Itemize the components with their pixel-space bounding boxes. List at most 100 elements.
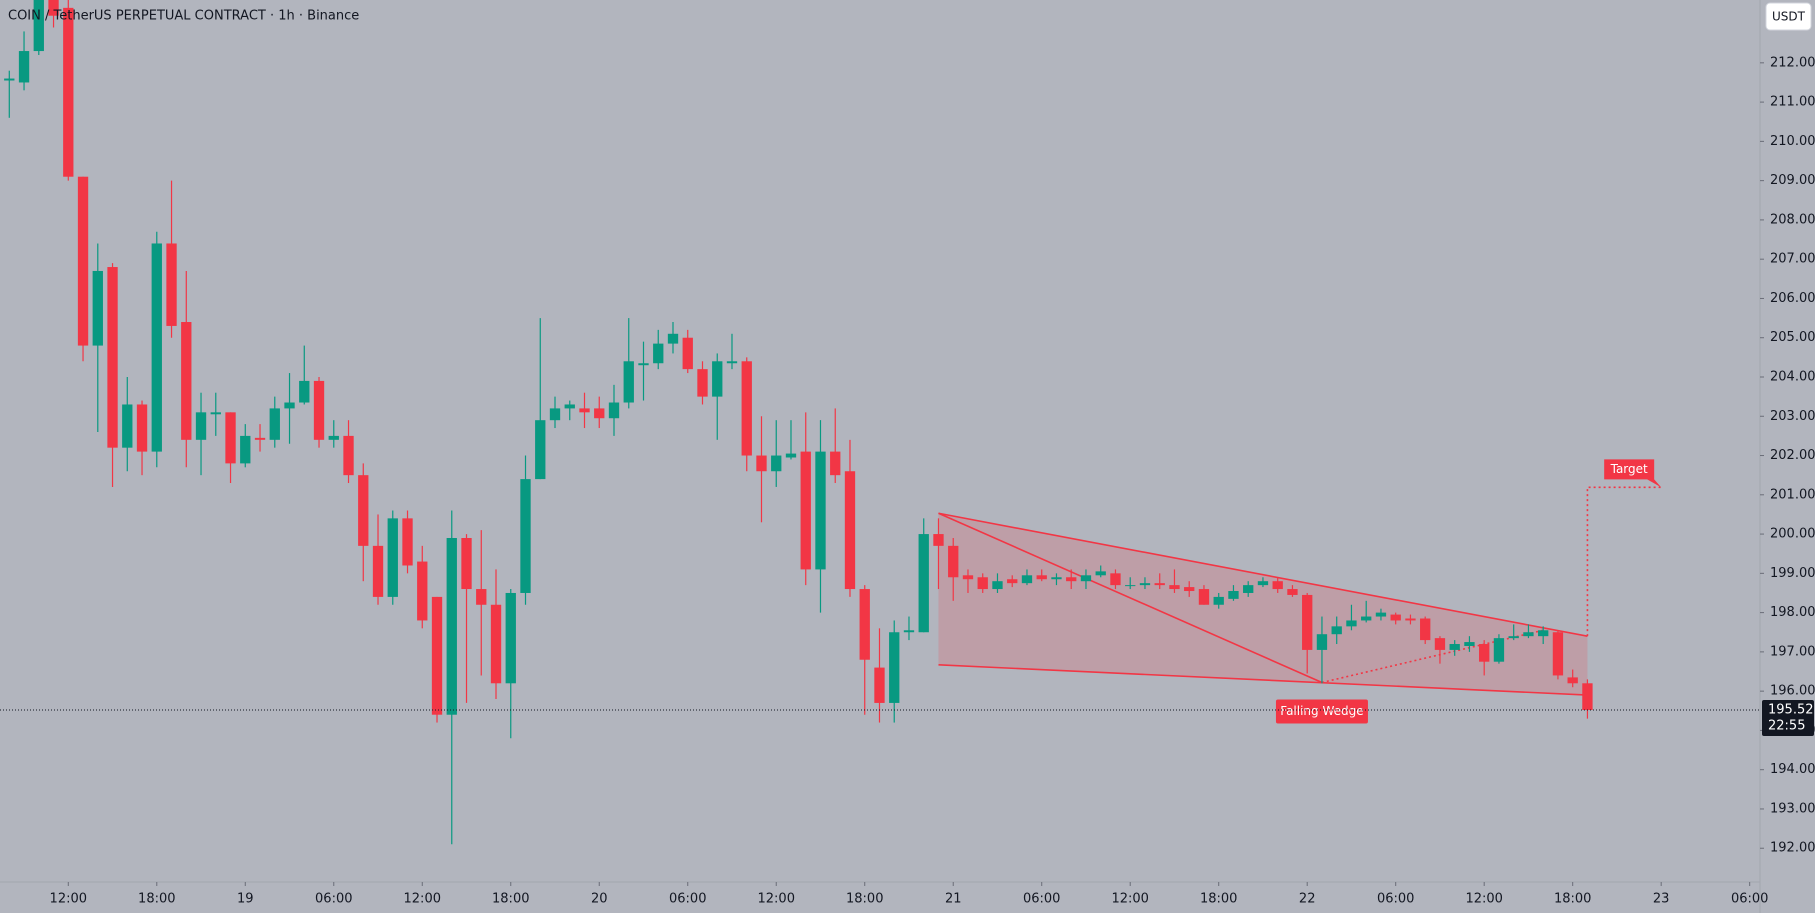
y-tick-label: 198.00 xyxy=(1770,605,1815,620)
candle-body xyxy=(33,0,44,52)
candle-body xyxy=(1375,612,1387,617)
y-tick-label: 201.00 xyxy=(1770,487,1815,502)
x-tick-label: 18:00 xyxy=(1200,892,1237,907)
candle-body xyxy=(992,581,1003,590)
x-tick-label: 12:00 xyxy=(404,892,441,907)
x-tick-label: 12:00 xyxy=(50,892,87,907)
candle-body xyxy=(1316,634,1328,650)
y-tick-label: 208.00 xyxy=(1770,212,1815,227)
candle-body xyxy=(4,78,15,81)
x-tick-label: 06:00 xyxy=(315,892,352,907)
candle-body xyxy=(1405,618,1416,621)
candle-body xyxy=(225,412,236,464)
candle-body xyxy=(476,589,487,605)
candle-body xyxy=(284,402,295,409)
candle-body xyxy=(830,451,841,476)
x-tick-label: 06:00 xyxy=(1023,892,1060,907)
candle-body xyxy=(653,343,664,364)
x-tick-label: 06:00 xyxy=(1377,892,1414,907)
x-tick-label: 06:00 xyxy=(669,892,706,907)
candle-body xyxy=(1228,591,1239,599)
candle-body xyxy=(1346,620,1357,627)
candle-body xyxy=(903,630,915,633)
candle-body xyxy=(682,337,693,370)
candle-body xyxy=(151,243,162,452)
candle-body xyxy=(269,408,280,440)
x-tick-label: 22 xyxy=(1299,892,1316,907)
candle-body xyxy=(1390,614,1401,621)
candle-body xyxy=(122,404,133,448)
candle-body xyxy=(623,361,634,403)
candle-body xyxy=(107,267,118,448)
x-tick-label: 18:00 xyxy=(1554,892,1591,907)
y-tick-label: 197.00 xyxy=(1770,644,1815,659)
candle-body xyxy=(815,451,826,570)
candle-body xyxy=(313,380,325,440)
chart-title: COIN / TetherUS PERPETUAL CONTRACT · 1h … xyxy=(8,9,359,24)
candle-body xyxy=(328,435,339,440)
y-tick-label: 210.00 xyxy=(1770,134,1815,149)
candle-body xyxy=(520,479,531,593)
target-label: Target xyxy=(1604,459,1662,488)
candle-body xyxy=(92,270,103,346)
candle-body xyxy=(549,408,561,421)
candle-body xyxy=(579,408,590,413)
candle-body xyxy=(1567,677,1578,684)
candle-body xyxy=(726,361,738,364)
candle-body xyxy=(343,435,354,476)
candle-body xyxy=(1051,577,1062,580)
candle-body xyxy=(1538,630,1549,637)
x-tick-label: 12:00 xyxy=(758,892,795,907)
candle-body xyxy=(461,537,472,590)
x-tick-label: 21 xyxy=(945,892,962,907)
candle-body xyxy=(1272,581,1283,590)
button-label[interactable]: USDT xyxy=(1772,10,1806,24)
y-tick-label: 192.00 xyxy=(1770,841,1815,856)
candle-body xyxy=(1213,596,1224,605)
candle-body xyxy=(77,176,89,346)
candle-body xyxy=(977,577,988,590)
x-tick-label: 06:00 xyxy=(1731,892,1768,907)
candle-body xyxy=(800,451,811,570)
candle-body xyxy=(1331,626,1342,635)
candle-body xyxy=(166,243,177,326)
pattern-label: Falling Wedge xyxy=(1275,699,1368,724)
candle-body xyxy=(1493,638,1505,662)
candle-body xyxy=(1479,644,1490,662)
countdown-label: 22:55 xyxy=(1768,718,1805,733)
candle-body xyxy=(1095,571,1106,576)
candle-body xyxy=(756,455,767,472)
currency-button[interactable]: USDT xyxy=(1765,2,1812,31)
y-tick-label: 206.00 xyxy=(1770,291,1815,306)
candle-body xyxy=(1582,683,1593,710)
candle-body xyxy=(874,667,885,703)
candle-body xyxy=(240,435,251,464)
button-bg[interactable] xyxy=(1765,2,1812,31)
y-tick-label: 207.00 xyxy=(1770,252,1815,267)
target-label-bg xyxy=(1604,459,1662,488)
candle-body xyxy=(535,420,546,480)
y-tick-label: 211.00 xyxy=(1770,95,1815,110)
candle-body xyxy=(962,575,974,580)
candle-body xyxy=(18,51,30,83)
candle-body xyxy=(638,363,649,366)
candle-body xyxy=(859,589,870,660)
candle-body xyxy=(1125,585,1136,587)
candle-body xyxy=(299,380,310,403)
candle-body xyxy=(1110,573,1121,586)
candle-body xyxy=(1243,585,1254,593)
candle-body xyxy=(195,412,207,440)
candle-body xyxy=(505,592,516,684)
candle-body xyxy=(712,361,723,397)
x-tick-label: 12:00 xyxy=(1111,892,1148,907)
candle-body xyxy=(667,333,679,344)
candle-body xyxy=(1007,579,1018,584)
pattern-label-bg xyxy=(1275,699,1368,724)
candle-body xyxy=(254,437,266,440)
wedge-lower-line xyxy=(938,664,1588,696)
y-tick-label: 209.00 xyxy=(1770,173,1815,188)
candle-body xyxy=(417,561,428,621)
x-tick-label: 18:00 xyxy=(492,892,529,907)
